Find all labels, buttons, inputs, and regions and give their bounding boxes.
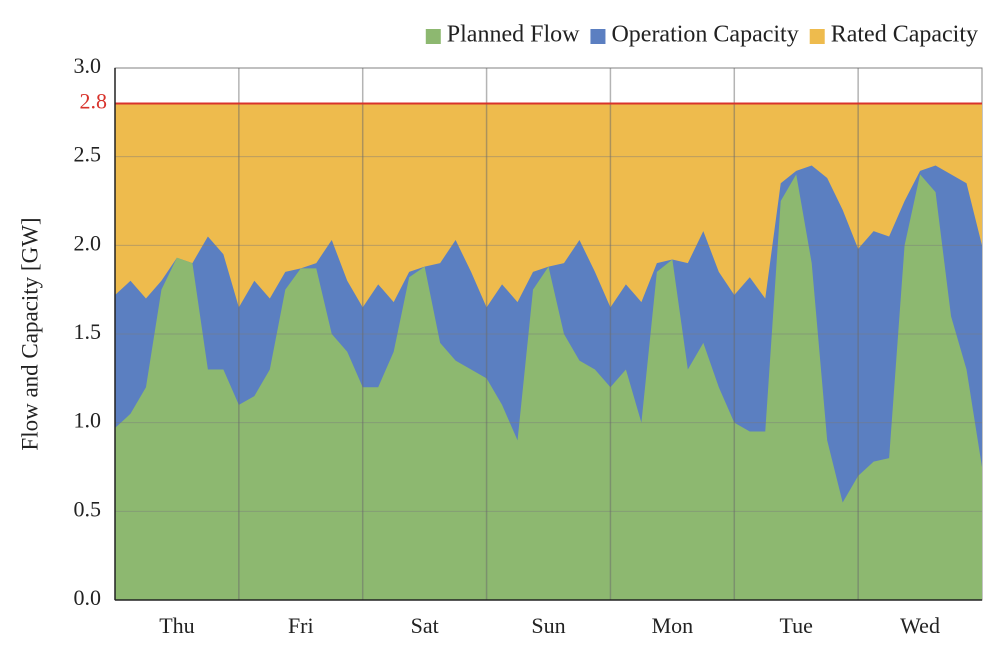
- x-tick-label: Sun: [531, 613, 565, 638]
- legend-label: Planned Flow: [447, 22, 580, 48]
- y-axis-label: Flow and Capacity [GW]: [17, 217, 42, 450]
- y-tick-label: 0.5: [74, 496, 102, 521]
- reference-label: 2.8: [80, 89, 108, 114]
- legend-swatch: [590, 29, 606, 44]
- y-tick-label: 3.0: [74, 53, 102, 78]
- legend-label: Operation Capacity: [611, 22, 798, 48]
- legend-label: Rated Capacity: [831, 22, 978, 48]
- area: [115, 174, 982, 600]
- x-tick-label: Fri: [288, 613, 314, 638]
- y-tick-label: 1.5: [74, 319, 102, 344]
- y-tick-label: 2.0: [74, 230, 102, 255]
- y-tick-label: 0.0: [74, 585, 102, 610]
- legend-swatch: [425, 29, 441, 44]
- legend-swatch: [809, 29, 825, 44]
- x-tick-label: Sat: [411, 613, 439, 638]
- y-tick-label: 2.5: [74, 142, 102, 167]
- x-tick-label: Thu: [159, 613, 194, 638]
- y-tick-label: 1.0: [74, 408, 102, 433]
- x-tick-label: Mon: [652, 613, 694, 638]
- x-tick-label: Wed: [900, 613, 940, 638]
- x-tick-label: Tue: [779, 613, 812, 638]
